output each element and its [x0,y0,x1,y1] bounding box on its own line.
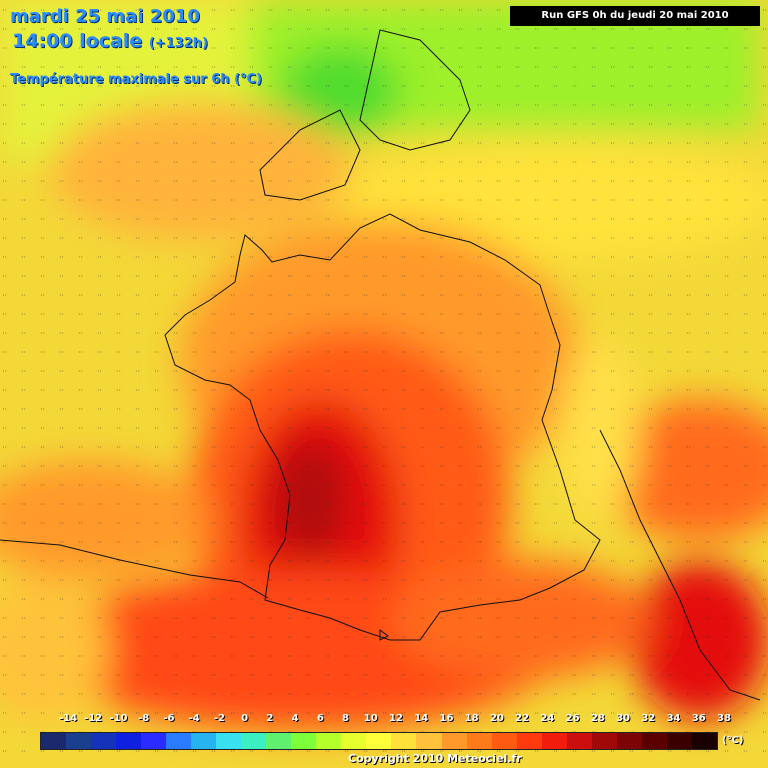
legend-swatch [316,733,342,749]
legend-label: 24 [540,713,555,724]
legend-swatch [116,733,142,749]
legend-swatch [491,733,517,749]
legend-label: -4 [188,713,200,724]
legend-label: -12 [84,713,103,724]
legend-unit: (°C) [722,735,744,746]
legend-label: 26 [565,713,580,724]
forecast-date: mardi 25 mai 2010 [10,6,200,27]
legend-label: 28 [590,713,605,724]
variable-title: Température maximale sur 6h (°C) [10,72,262,87]
legend-label: -10 [109,713,128,724]
legend-swatch [566,733,592,749]
legend-label: 38 [717,713,731,724]
legend-label: 20 [489,713,504,724]
legend-label: 8 [342,713,350,724]
legend-swatch [291,733,317,749]
legend-label: 18 [464,713,479,724]
run-label: Run GFS 0h du jeudi 20 mai 2010 [510,6,760,26]
legend-swatch [466,733,492,749]
legend-swatch [441,733,467,749]
legend-label: 16 [439,713,454,724]
legend-label: -2 [213,713,225,724]
legend-swatch [266,733,292,749]
color-legend [40,732,718,750]
legend-label: 0 [241,713,249,724]
legend-label: 34 [666,713,681,724]
legend-swatch [391,733,417,749]
legend-swatch [666,733,692,749]
legend-swatch [616,733,642,749]
legend-swatch [41,733,67,749]
legend-label: 32 [641,713,656,724]
legend-label: 30 [616,713,631,724]
country-borders [0,29,761,701]
legend-swatch [641,733,667,749]
legend-swatch [66,733,92,749]
legend-values: -14 -12 -10 -8 -6 -4 -2 0 2 4 6 8 10 12 14 16 18 20 22 24 26… [56,713,736,729]
legend-label: 12 [389,713,403,724]
legend-label: -8 [138,713,150,724]
legend-label: 4 [291,713,299,724]
legend-label: -14 [58,713,78,724]
legend-swatch [541,733,567,749]
legend-label: 6 [316,713,324,724]
legend-swatch [191,733,217,749]
legend-swatch [166,733,192,749]
legend-swatch [341,733,367,749]
legend-label: 14 [414,713,429,724]
legend-swatch [141,733,167,749]
legend-label: 2 [266,713,274,724]
copyright-text: Copyright 2010 Meteociel.fr [348,752,522,765]
legend-swatch [516,733,542,749]
forecast-time-label: 14:00 locale [12,30,143,52]
legend-swatch [366,733,392,749]
legend-label: 36 [691,713,706,724]
legend-swatch [241,733,267,749]
legend-swatch [91,733,117,749]
legend-label: 10 [363,713,378,724]
legend-swatch [416,733,442,749]
forecast-time: 14:00 locale (+132h) [12,30,208,52]
legend-label: 22 [515,713,530,724]
legend-swatch [216,733,242,749]
legend-swatch [691,733,717,749]
legend-swatch [591,733,617,749]
forecast-lead: (+132h) [148,36,208,51]
legend-label: -6 [163,713,175,724]
